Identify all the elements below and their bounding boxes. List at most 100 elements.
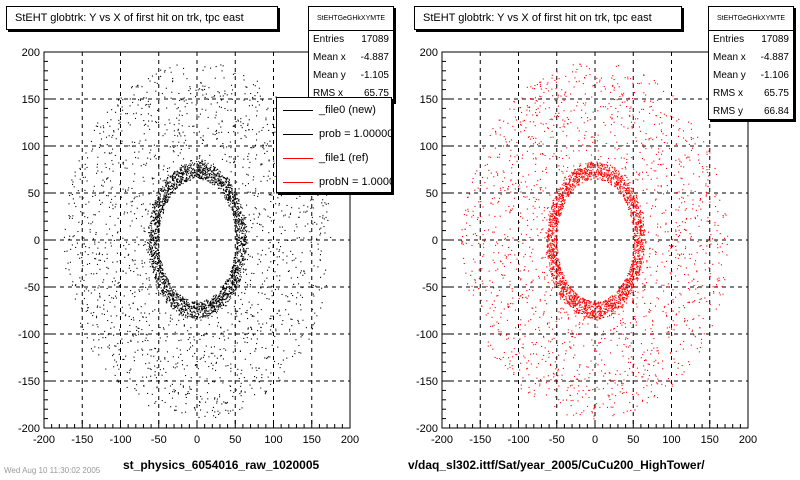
scatter-point [197,164,199,166]
stats-value: -4.887 [360,52,389,63]
scatter-point [199,163,201,165]
scatter-point [148,227,150,229]
scatter-point [206,299,208,301]
scatter-point [570,301,572,303]
scatter-point [604,312,606,314]
scatter-point [122,109,124,111]
scatter-point [618,179,620,181]
scatter-point [98,146,100,148]
scatter-point [264,280,266,282]
scatter-point [124,315,126,317]
scatter-point [202,164,204,166]
scatter-point [179,172,181,174]
scatter-point [221,158,223,160]
scatter-point [170,287,172,289]
scatter-point [269,178,271,180]
scatter-point [180,339,182,341]
scatter-point [635,259,637,261]
scatter-point [237,214,239,216]
scatter-point [232,268,234,270]
scatter-point [116,315,118,317]
scatter-point [113,297,115,299]
scatter-point [212,364,214,366]
scatter-point [138,327,140,329]
scatter-point [215,301,217,303]
scatter-point [236,209,238,211]
scatter-point [244,224,246,226]
scatter-point [319,259,321,261]
scatter-point [179,133,181,135]
scatter-point [163,292,165,294]
scatter-point [182,171,184,173]
scatter-point [127,122,129,124]
scatter-point [106,195,108,197]
scatter-point [236,315,238,317]
scatter-point [161,93,163,95]
scatter-point [205,300,207,302]
scatter-point [225,349,227,351]
scatter-point [181,173,183,175]
scatter-point [242,221,244,223]
scatter-point [154,202,156,204]
scatter-point [189,309,191,311]
scatter-point [610,172,612,174]
scatter-point [205,109,207,111]
scatter-point [157,230,159,232]
scatter-point [295,339,297,341]
scatter-point [76,293,78,295]
scatter-point [211,300,213,302]
scatter-point [234,272,236,274]
legend-label: probN = 1.000000 [319,176,391,188]
scatter-point [629,196,631,198]
scatter-point [267,269,269,271]
scatter-point [244,244,246,246]
scatter-point [171,295,173,297]
scatter-point [232,275,234,277]
scatter-point [586,177,588,179]
scatter-point [181,180,183,182]
scatter-point [270,261,272,263]
scatter-point [204,88,206,90]
scatter-point [621,290,623,292]
scatter-point [108,135,110,137]
scatter-point [149,254,151,256]
scatter-point [106,178,108,180]
scatter-point [205,178,207,180]
scatter-point [201,162,203,164]
scatter-point [588,173,590,175]
scatter-point [225,305,227,307]
scatter-point [151,178,153,180]
scatter-point [232,196,234,198]
scatter-point [203,354,205,356]
scatter-point [233,158,235,160]
scatter-point [143,133,145,135]
scatter-point [158,237,160,239]
scatter-point [157,217,159,219]
scatter-point [227,279,229,281]
scatter-point [291,318,293,320]
scatter-point [151,229,153,231]
scatter-point [228,294,230,296]
scatter-point [183,310,185,312]
scatter-point [114,284,116,286]
scatter-point [183,67,185,69]
scatter-point [231,98,233,100]
scatter-point [93,273,95,275]
scatter-point [155,222,157,224]
scatter-point [89,229,91,231]
scatter-point [593,314,595,316]
scatter-point [225,177,227,179]
scatter-point [216,129,218,131]
scatter-point [172,293,174,295]
scatter-point [213,173,215,175]
scatter-point [85,152,87,154]
scatter-point [66,250,68,252]
scatter-point [311,216,313,218]
scatter-point [551,206,553,208]
scatter-point [323,273,325,275]
scatter-point [119,121,121,123]
scatter-point [163,201,165,203]
scatter-point [153,190,155,192]
scatter-point [243,248,245,250]
scatter-point [184,165,186,167]
